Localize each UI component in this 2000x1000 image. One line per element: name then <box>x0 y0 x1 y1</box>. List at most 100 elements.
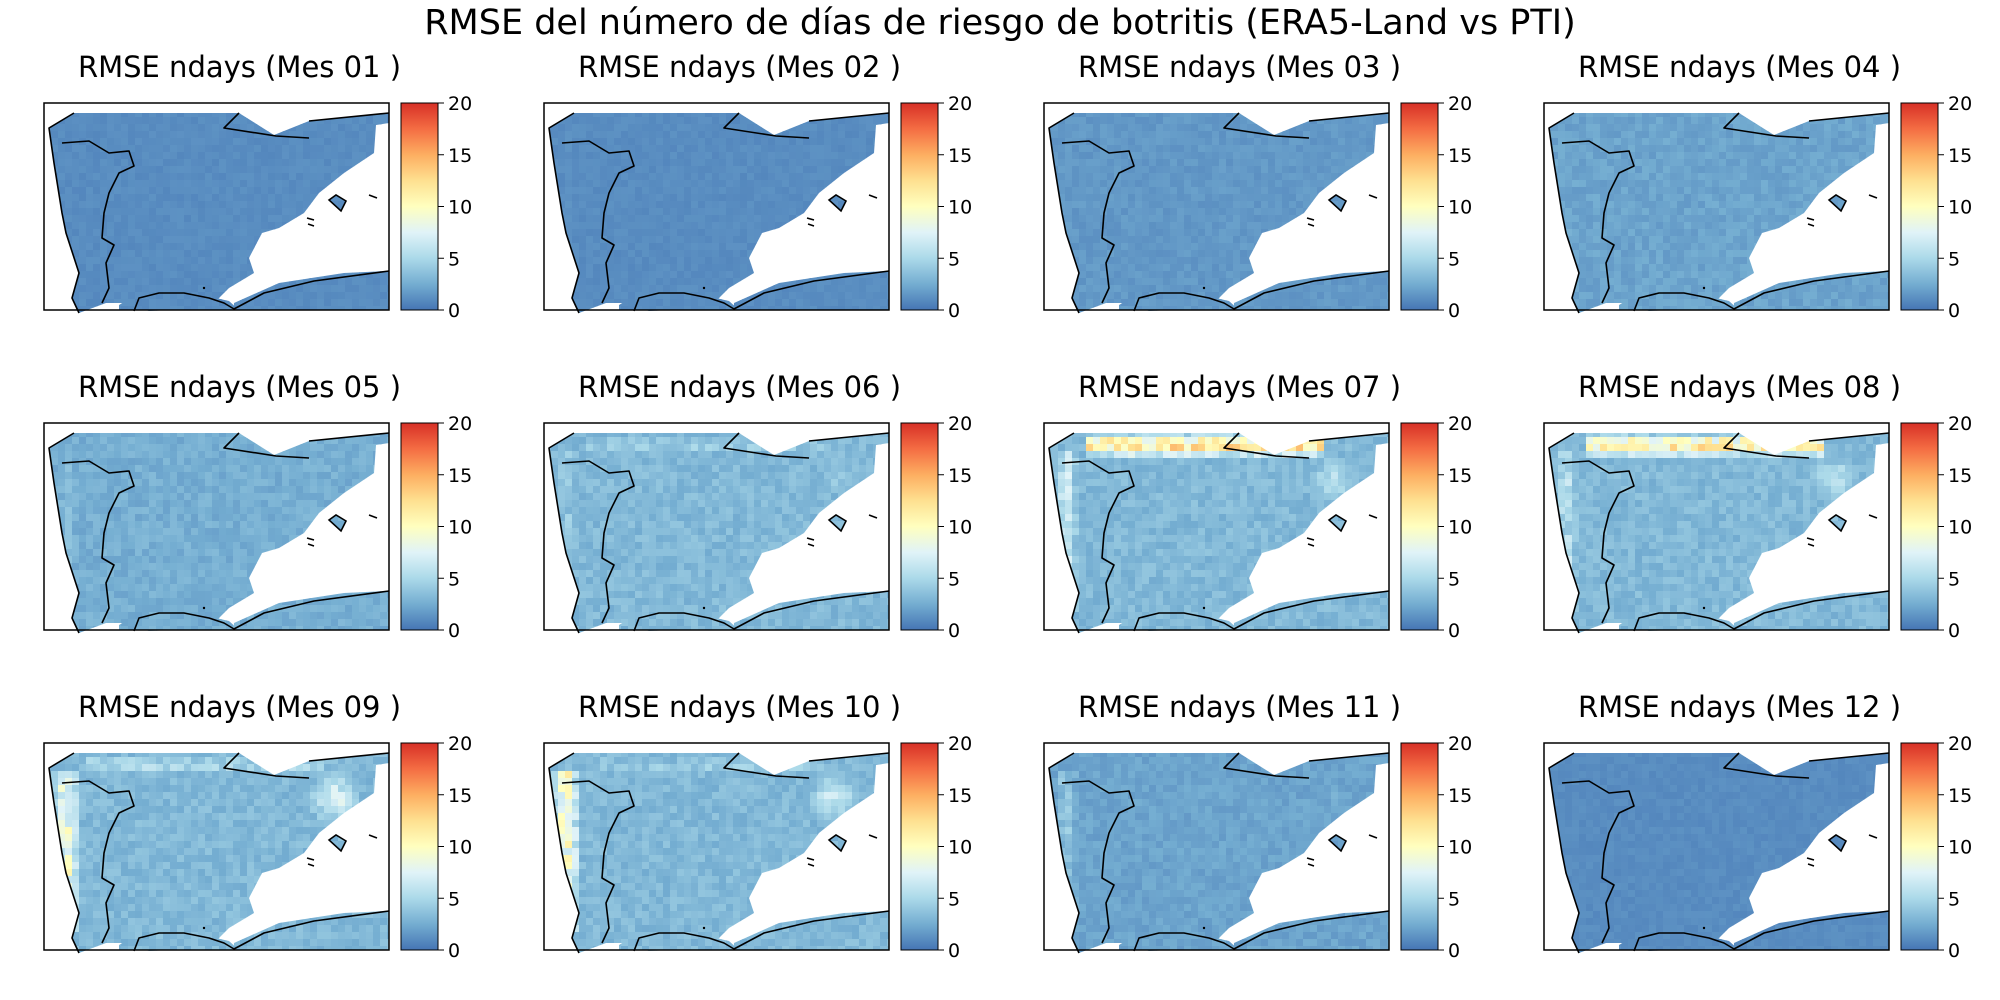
heatmap-cell <box>586 152 594 160</box>
heatmap-cell <box>198 166 206 174</box>
heatmap-cell <box>114 222 122 230</box>
heatmap-cell <box>107 208 115 216</box>
heatmap-cell <box>628 271 636 279</box>
heatmap-cell <box>373 131 381 139</box>
heatmap-cell <box>345 138 353 146</box>
heatmap-cell <box>275 166 283 174</box>
heatmap-cell <box>880 113 888 118</box>
heatmap-cell <box>691 145 699 153</box>
heatmap-cell <box>1380 271 1388 279</box>
heatmap-cell <box>1177 229 1185 237</box>
heatmap-cell <box>607 215 615 223</box>
heatmap-cell <box>205 208 213 216</box>
heatmap-cell <box>1282 271 1290 279</box>
heatmap-cell <box>1128 124 1136 132</box>
heatmap-cell <box>114 292 122 300</box>
heatmap-cell <box>177 187 185 195</box>
heatmap-cell <box>1149 229 1157 237</box>
heatmap-cell <box>177 180 185 188</box>
heatmap-cell <box>72 145 80 153</box>
heatmap-cell <box>593 201 601 209</box>
heatmap-cell <box>1803 103 1811 111</box>
heatmap-cell <box>684 215 692 223</box>
heatmap-cell <box>254 215 262 223</box>
heatmap-cell <box>726 208 734 216</box>
heatmap-cell <box>1317 229 1325 237</box>
heatmap-cell <box>380 257 388 265</box>
heatmap-cell <box>1156 152 1164 160</box>
heatmap-cell <box>1247 131 1255 139</box>
heatmap-cell <box>782 166 790 174</box>
heatmap-cell <box>184 257 192 265</box>
heatmap-cell <box>65 166 73 174</box>
heatmap-cell <box>86 229 94 237</box>
heatmap-cell <box>859 299 867 307</box>
heatmap-cell <box>1226 222 1234 230</box>
heatmap-cell <box>107 103 115 111</box>
heatmap-cell <box>1366 257 1374 265</box>
heatmap-cell <box>380 103 388 111</box>
heatmap-cell <box>331 166 339 174</box>
heatmap-cell <box>1628 117 1636 125</box>
heatmap-cell <box>1156 243 1164 251</box>
heatmap-cell <box>345 229 353 237</box>
heatmap-cell <box>1310 131 1318 139</box>
heatmap-cell <box>1233 236 1241 244</box>
heatmap-cell <box>1317 103 1325 111</box>
heatmap-cell <box>1226 229 1234 237</box>
heatmap-cell <box>887 117 889 125</box>
heatmap-cell <box>831 292 839 300</box>
heatmap-cell <box>558 229 566 237</box>
heatmap-cell <box>1065 103 1073 111</box>
heatmap-cell <box>1289 292 1297 300</box>
heatmap-cell <box>1191 257 1199 265</box>
heatmap-cell <box>775 264 783 272</box>
heatmap-cell <box>726 138 734 146</box>
heatmap-cell <box>873 117 881 125</box>
heatmap-cell <box>107 243 115 251</box>
heatmap-cell <box>163 103 171 111</box>
heatmap-cell <box>789 243 797 251</box>
heatmap-cell <box>1205 113 1213 118</box>
heatmap-cell <box>558 166 566 174</box>
heatmap-cell <box>775 194 783 202</box>
heatmap-cell <box>747 285 755 293</box>
heatmap-cell <box>859 145 867 153</box>
heatmap-cell <box>1747 124 1755 132</box>
heatmap-cell <box>1247 113 1255 118</box>
heatmap-cell <box>1600 138 1608 146</box>
heatmap-cell <box>1845 145 1853 153</box>
heatmap-cell <box>1373 243 1381 251</box>
heatmap-cell <box>859 152 867 160</box>
heatmap-cell <box>586 180 594 188</box>
heatmap-cell <box>387 222 389 230</box>
heatmap-cell <box>698 152 706 160</box>
heatmap-cell <box>768 299 776 307</box>
heatmap-cell <box>142 257 150 265</box>
heatmap-cell <box>93 243 101 251</box>
heatmap-cell <box>128 285 136 293</box>
heatmap-cell <box>796 201 804 209</box>
heatmap-cell <box>1782 124 1790 132</box>
heatmap-cell <box>789 264 797 272</box>
heatmap-cell <box>156 103 164 111</box>
heatmap-cell <box>1247 229 1255 237</box>
heatmap-cell <box>1072 236 1080 244</box>
heatmap-cell <box>1177 117 1185 125</box>
heatmap-cell <box>1149 201 1157 209</box>
heatmap-cell <box>1331 285 1339 293</box>
heatmap-cell <box>93 250 101 258</box>
heatmap-cell <box>142 103 150 111</box>
heatmap-cell <box>642 187 650 195</box>
heatmap-cell <box>1359 243 1367 251</box>
heatmap-cell <box>705 250 713 258</box>
heatmap-cell <box>796 131 804 139</box>
heatmap-cell <box>219 166 227 174</box>
heatmap-cell <box>1212 243 1220 251</box>
heatmap-cell <box>607 257 615 265</box>
heatmap-cell <box>1156 264 1164 272</box>
heatmap-cell <box>607 124 615 132</box>
heatmap-cell <box>607 180 615 188</box>
heatmap-cell <box>866 292 874 300</box>
heatmap-cell <box>1226 299 1234 307</box>
